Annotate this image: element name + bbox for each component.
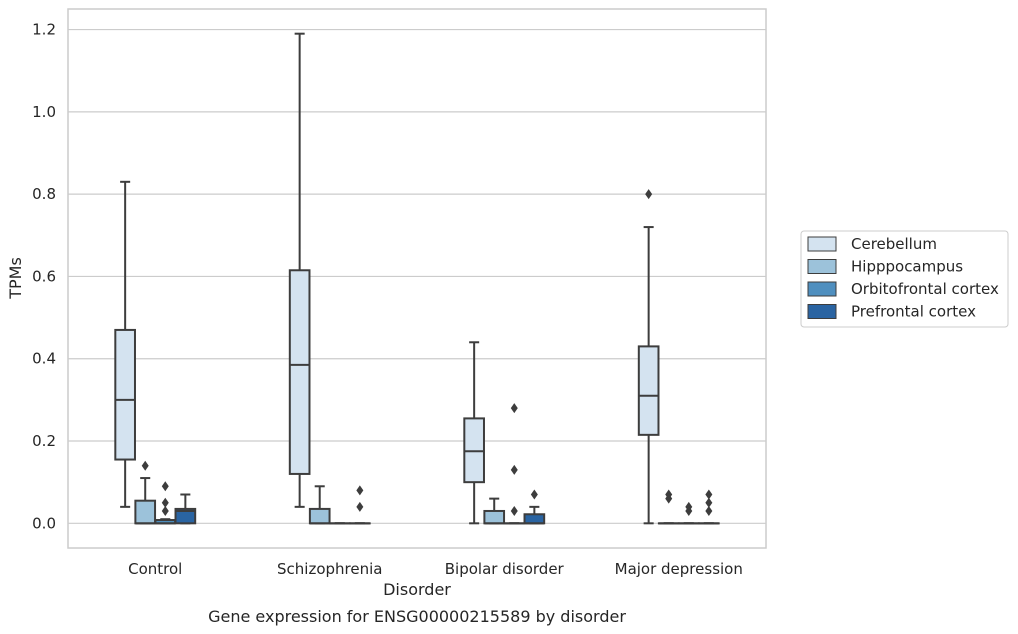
x-tick-label: Bipolar disorder — [445, 560, 565, 578]
y-tick-label: 1.0 — [32, 103, 56, 121]
outlier-point — [161, 481, 169, 492]
box-body — [637, 345, 660, 436]
y-tick-label: 0.4 — [32, 350, 56, 368]
legend-frame — [800, 230, 1009, 328]
outlier-point — [161, 505, 169, 516]
legend-swatch — [807, 304, 837, 319]
box-prefrontal-cortex — [523, 489, 546, 525]
x-axis-title: Disorder — [383, 580, 451, 599]
box-orbitofrontal-cortex — [154, 481, 177, 525]
y-tick-label: 0.0 — [32, 514, 56, 532]
outlier-point — [356, 485, 364, 496]
box-body — [523, 513, 546, 525]
box-cerebellum — [114, 180, 136, 508]
box-body — [114, 328, 136, 461]
outlier-point — [356, 501, 364, 512]
box-body — [288, 269, 311, 475]
figure-caption: Gene expression for ENSG00000215589 by d… — [208, 607, 626, 626]
x-tick-label: Major depression — [615, 560, 743, 578]
outlier-point — [510, 403, 518, 414]
box-body — [483, 509, 506, 525]
box-body — [134, 499, 157, 525]
outlier-point — [510, 505, 518, 516]
legend-label: Prefrontal cortex — [851, 303, 976, 321]
box-cerebellum — [637, 189, 660, 525]
legend-label: Orbitofrontal cortex — [851, 280, 999, 298]
legend-label: Cerebellum — [851, 235, 937, 253]
y-tick-label: 0.6 — [32, 267, 56, 285]
outlier-point — [705, 497, 713, 508]
y-tick-label: 0.8 — [32, 185, 56, 203]
outlier-point — [510, 464, 518, 475]
x-tick-labels: Control Schizophrenia Bipolar disorder Majo… — [128, 560, 743, 578]
outlier-point — [705, 489, 713, 500]
box-prefrontal-cortex — [174, 493, 197, 525]
box-prefrontal-cortex — [698, 489, 720, 525]
y-axis-title: TPMs — [6, 257, 25, 300]
outlier-point — [161, 497, 169, 508]
box-hipppocampus — [483, 497, 506, 525]
legend-label: Hipppocampus — [851, 258, 963, 276]
box-orbitofrontal-cortex — [677, 501, 700, 525]
y-tick-label: 0.2 — [32, 432, 56, 450]
x-tick-label: Schizophrenia — [277, 560, 382, 578]
box-hipppocampus — [308, 485, 331, 525]
y-tick-label: 1.2 — [32, 21, 56, 39]
legend-swatch — [807, 281, 837, 297]
outlier-point — [705, 505, 713, 516]
box-cerebellum — [288, 32, 311, 508]
outlier-point — [141, 460, 149, 471]
box-body — [308, 507, 331, 525]
box-hipppocampus — [134, 460, 157, 525]
legend: Cerebellum Hipppocampus Orbitofrontal cort… — [800, 230, 1009, 328]
outlier-point — [530, 489, 538, 500]
x-tick-label: Control — [128, 560, 182, 578]
plot-area-frame — [67, 8, 767, 549]
box-body — [463, 417, 485, 484]
outlier-point — [685, 501, 693, 512]
box-orbitofrontal-cortex — [503, 403, 526, 525]
legend-swatch — [807, 236, 837, 252]
y-tick-labels: 0.0 0.2 0.4 0.6 0.8 1.0 1.2 — [32, 21, 56, 533]
box-prefrontal-cortex — [349, 485, 371, 525]
box-cerebellum — [463, 341, 485, 525]
box-hipppocampus — [657, 489, 680, 525]
grid-lines — [68, 28, 766, 524]
box-body — [174, 507, 197, 525]
outlier-point — [665, 489, 673, 500]
legend-swatch — [807, 259, 837, 274]
boxes — [114, 32, 720, 525]
outlier-point — [645, 189, 653, 200]
